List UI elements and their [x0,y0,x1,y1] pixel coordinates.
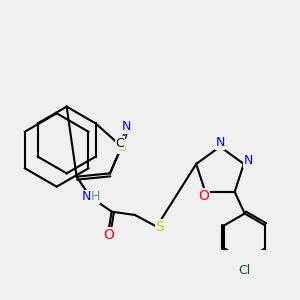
Text: N: N [244,154,254,167]
Text: O: O [103,228,114,242]
Text: C: C [116,137,124,150]
Text: Cl: Cl [238,264,251,277]
Text: N: N [81,190,91,203]
Text: S: S [156,220,164,234]
Text: N: N [122,120,131,133]
Text: S: S [117,140,126,154]
Text: N: N [215,136,225,149]
Text: H: H [90,190,100,203]
Text: O: O [198,189,209,203]
